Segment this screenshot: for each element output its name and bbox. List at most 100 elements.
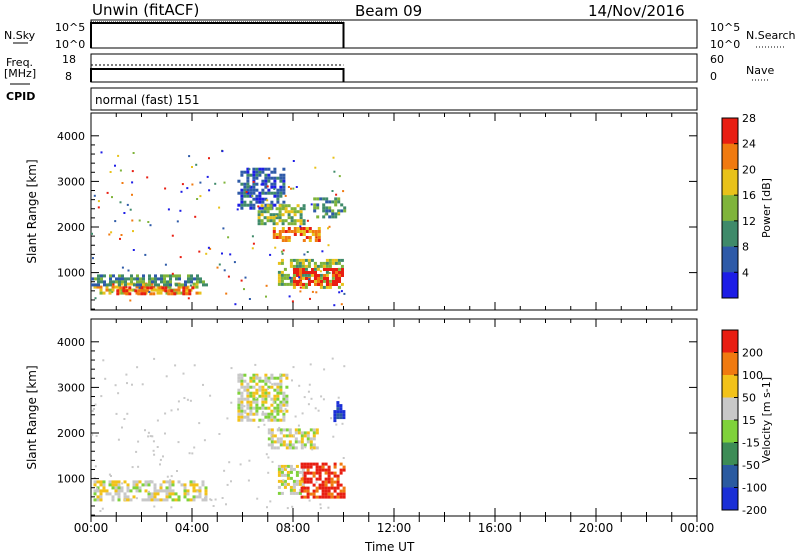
power-cell	[272, 230, 276, 233]
power-cell	[240, 197, 244, 201]
velocity-cell	[300, 434, 304, 438]
power-cell	[325, 209, 329, 213]
velocity-cell	[306, 495, 310, 499]
power-cell	[185, 292, 189, 296]
velocity-cell	[327, 480, 331, 484]
power-cell	[319, 285, 323, 289]
power-cell	[291, 300, 294, 303]
velocity-cell	[288, 431, 292, 435]
power-cell	[293, 219, 297, 223]
power-cell	[157, 283, 160, 287]
velocity-cell	[300, 465, 304, 469]
velocity-cell	[286, 476, 290, 480]
power-cell	[301, 264, 305, 268]
power-cell	[287, 210, 291, 214]
velocity-cell	[309, 477, 313, 481]
velocity-cell	[270, 437, 274, 441]
velocity-cell	[324, 471, 328, 475]
power-cell	[121, 266, 124, 269]
power-cell	[221, 252, 223, 255]
velocity-cell	[174, 364, 177, 367]
velocity-cell	[246, 400, 250, 404]
power-cell	[236, 208, 239, 211]
power-cell	[170, 289, 174, 293]
power-cell	[252, 206, 256, 210]
power-cell	[284, 219, 288, 223]
power-colorbar-frame	[721, 117, 739, 299]
power-cell	[154, 280, 157, 284]
power-cell	[264, 182, 268, 186]
power-cell	[331, 258, 335, 262]
velocity-cell	[339, 413, 343, 417]
power-cell	[143, 289, 147, 293]
power-cell	[240, 173, 244, 177]
velocity-cell	[289, 476, 293, 480]
velocity-cell	[153, 486, 157, 490]
velocity-cell	[114, 384, 117, 387]
power-cell	[180, 190, 183, 193]
power-cell	[177, 288, 181, 292]
velocity-cell	[195, 495, 199, 499]
velocity-cell	[315, 465, 319, 469]
power-cell	[276, 200, 280, 204]
power-cell	[243, 203, 247, 207]
power-cell	[264, 203, 268, 207]
velocity-cell	[93, 408, 95, 410]
power-cell	[267, 179, 271, 183]
velocity-cell	[336, 492, 340, 496]
power-cell	[108, 233, 111, 236]
power-cell	[332, 274, 335, 277]
power-colorbar-segment	[722, 143, 738, 170]
velocity-cell	[129, 489, 133, 493]
velocity-cell	[102, 489, 106, 493]
power-cell	[333, 304, 336, 307]
velocity-cell	[335, 423, 338, 426]
velocity-cell	[249, 385, 253, 389]
power-cell	[261, 197, 265, 201]
velocity-colorbar-segment	[722, 487, 738, 511]
power-cell	[252, 185, 256, 189]
velocity-colorbar-segment	[722, 352, 738, 376]
power-cell	[326, 268, 329, 271]
power-cell	[282, 176, 286, 180]
velocity-cell	[277, 479, 281, 483]
velocity-cell	[303, 434, 307, 438]
velocity-cell	[318, 477, 322, 481]
velocity-cell	[230, 480, 232, 483]
velocity-cell	[94, 403, 97, 406]
power-cell	[100, 280, 103, 284]
power-cell	[314, 283, 317, 286]
power-cell	[310, 273, 314, 277]
power-cell	[325, 258, 329, 262]
power-cell	[289, 258, 293, 262]
velocity-cell	[189, 399, 192, 402]
power-cell	[260, 210, 264, 214]
velocity-cell	[223, 469, 226, 472]
power-cell	[255, 167, 259, 171]
power-cell	[261, 179, 265, 183]
velocity-colorbar-segment	[722, 420, 738, 443]
velocity-cell	[228, 461, 231, 464]
power-cell	[132, 152, 135, 154]
power-cell	[284, 194, 287, 197]
power-cell	[290, 207, 294, 211]
power-cell	[146, 176, 149, 179]
velocity-cell	[319, 503, 322, 506]
power-cell	[240, 170, 244, 174]
power-colorbar-label: 8	[742, 241, 749, 254]
power-cell	[307, 261, 311, 265]
velocity-cell	[333, 416, 337, 420]
power-cell	[302, 207, 306, 211]
power-cell	[331, 261, 335, 265]
power-cell	[264, 173, 268, 177]
velocity-cell	[300, 446, 304, 450]
power-cell	[257, 213, 261, 217]
velocity-cell	[240, 415, 244, 419]
velocity-cell	[117, 392, 120, 395]
power-cell	[304, 258, 308, 262]
power-y-axis-title: Slant Range [km]	[25, 159, 39, 263]
power-cell	[296, 210, 300, 214]
power-cell	[127, 277, 130, 281]
power-cell	[324, 213, 327, 216]
velocity-cell	[295, 491, 299, 495]
